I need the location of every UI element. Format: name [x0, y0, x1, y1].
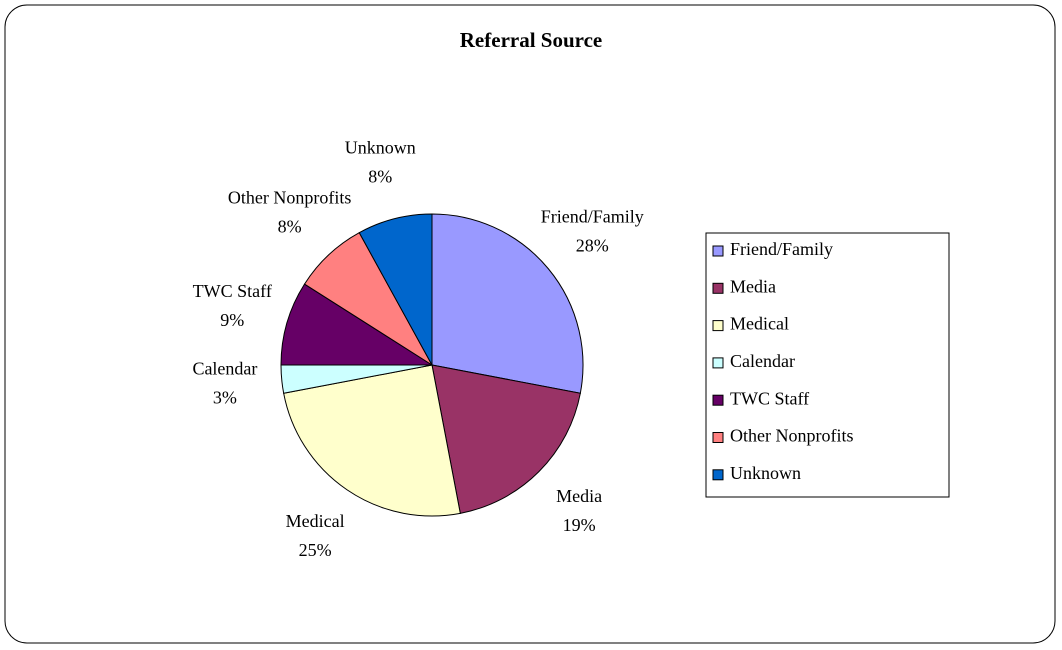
pie-slice	[280, 283, 434, 366]
slice-value-label: 25%	[299, 540, 332, 560]
legend-label: Other Nonprofits	[730, 426, 853, 446]
legend-swatch	[712, 394, 724, 406]
slice-value-label: 9%	[220, 310, 244, 330]
slice-label: Media	[556, 486, 602, 506]
legend-swatch	[712, 357, 724, 369]
slice-label: TWC Staff	[193, 281, 272, 301]
slice-label: Friend/Family	[541, 207, 644, 227]
legend-label: Friend/Family	[730, 239, 833, 259]
slice-label: Other Nonprofits	[228, 187, 351, 207]
legend-swatch	[712, 282, 724, 294]
pie-slice	[283, 364, 461, 517]
legend-swatch	[712, 320, 724, 332]
legend-label: TWC Staff	[730, 388, 809, 408]
slice-label: Medical	[286, 511, 345, 531]
slice-value-label: 28%	[576, 236, 609, 256]
slice-value-label: 19%	[563, 515, 596, 535]
slice-label: Unknown	[345, 138, 416, 158]
slice-value-label: 8%	[368, 167, 392, 187]
legend-label: Medical	[730, 314, 789, 334]
legend-label: Unknown	[730, 463, 801, 483]
slice-value-label: 8%	[278, 216, 302, 236]
legend-box	[705, 232, 950, 498]
legend-swatch	[712, 432, 724, 443]
pie-slice	[431, 364, 581, 514]
chart-title: Referral Source	[460, 28, 602, 52]
legend-swatch	[712, 469, 724, 481]
legend-swatch	[712, 245, 724, 257]
slice-label: Calendar	[192, 359, 257, 379]
legend-label: Media	[730, 276, 776, 296]
legend-label: Calendar	[730, 351, 795, 371]
pie-slice	[431, 213, 584, 394]
pie-slice	[358, 213, 433, 366]
slice-value-label: 3%	[213, 388, 237, 408]
